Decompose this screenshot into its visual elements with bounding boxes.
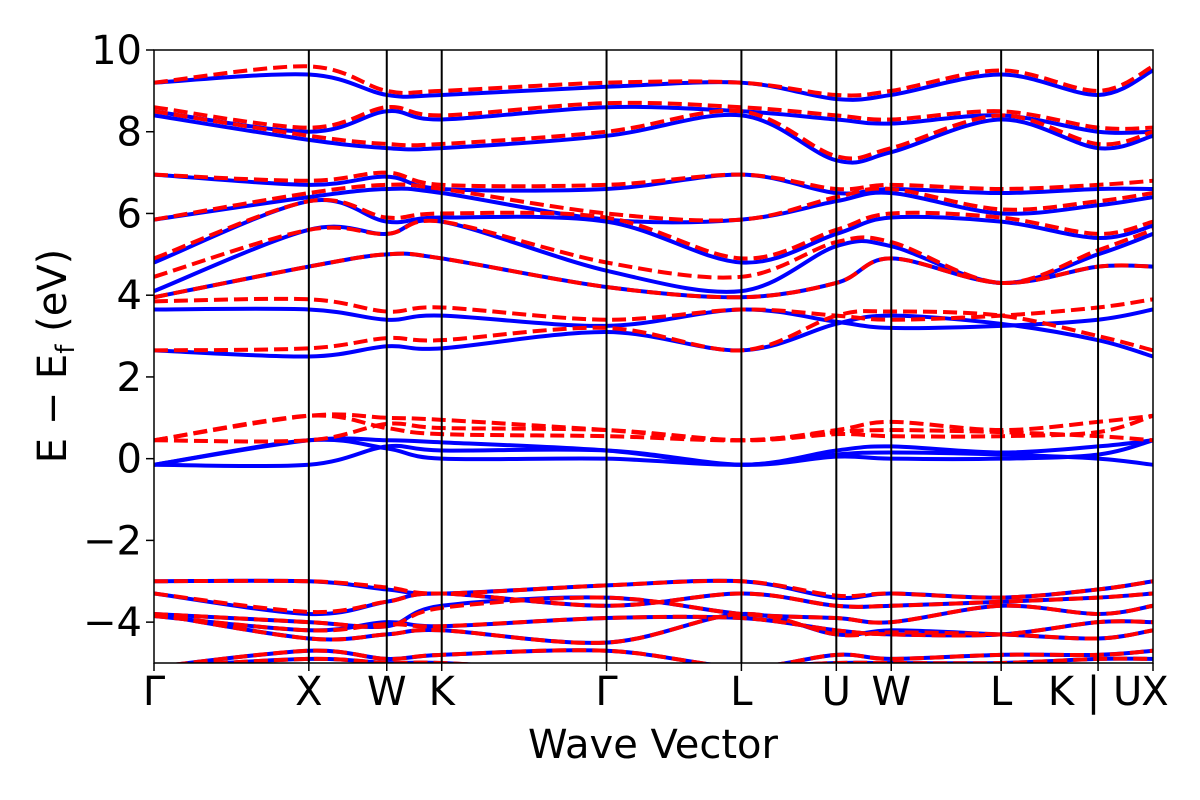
x-axis-label: Wave Vector [528,722,779,768]
band-curve-red-dashed [154,591,1153,615]
y-tick-label: 4 [117,273,142,319]
y-axis-label-main: E − E [30,354,76,464]
band-curve-blue-solid [154,438,1153,469]
plot-frame [153,49,1154,664]
x-tick-label: W [367,669,407,715]
y-axis-ticks: 10 8 6 4 2 0 −2 −4 [83,28,154,646]
high-symmetry-lines [307,50,1100,663]
x-tick-label: W [871,669,911,715]
x-tick-label: Γ [595,669,618,715]
y-tick-label: −2 [83,518,142,564]
x-tick-label: U [822,669,851,715]
y-tick-label: 10 [91,28,142,74]
band-curve-blue-solid [154,68,1153,102]
plot-area [154,64,1153,663]
y-tick-label: −4 [83,600,142,646]
y-tick-label: 6 [117,191,142,237]
band-curve-blue-solid [154,578,1153,601]
x-tick-label: L [730,669,753,715]
band-curve-blue-solid [154,437,1153,467]
band-curve-blue-solid [154,112,1153,165]
x-tick-label: K [429,669,457,715]
band-curve-blue-solid [171,648,1153,663]
y-tick-label: 2 [117,355,142,401]
x-tick-label: X [1141,669,1168,715]
y-tick-label: 0 [117,437,142,483]
band-curve-red-dashed [154,100,1153,131]
band-curve-red-dashed [154,218,1153,285]
band-curve-blue-solid [154,172,1153,196]
band-curve-red-dashed [154,64,1153,98]
y-tick-label: 8 [117,110,142,156]
band-curve-red-dashed [154,251,1153,300]
y-axis-label: E − Ef (eV) [30,249,81,464]
x-tick-label: Γ [143,669,166,715]
band-curve-red-dashed [154,296,1153,322]
band-curve-red-dashed [154,578,1153,600]
y-axis-label-tail: (eV) [30,249,76,345]
band-curve-red-dashed [154,197,1153,261]
x-tick-label: X [295,669,322,715]
x-tick-label: K | U [1048,669,1142,715]
band-curve-red-dashed [154,182,1153,223]
band-curve-red-dashed [154,595,1153,629]
x-tick-label: L [990,669,1013,715]
band-curve-red-dashed [154,170,1153,192]
plot-border [153,49,1154,664]
band-curve-red-dashed [154,108,1153,161]
y-axis-label-subscript: f [51,344,81,354]
band-curve-red-dashed [154,611,1153,645]
band-curve-red-dashed [154,614,1153,638]
